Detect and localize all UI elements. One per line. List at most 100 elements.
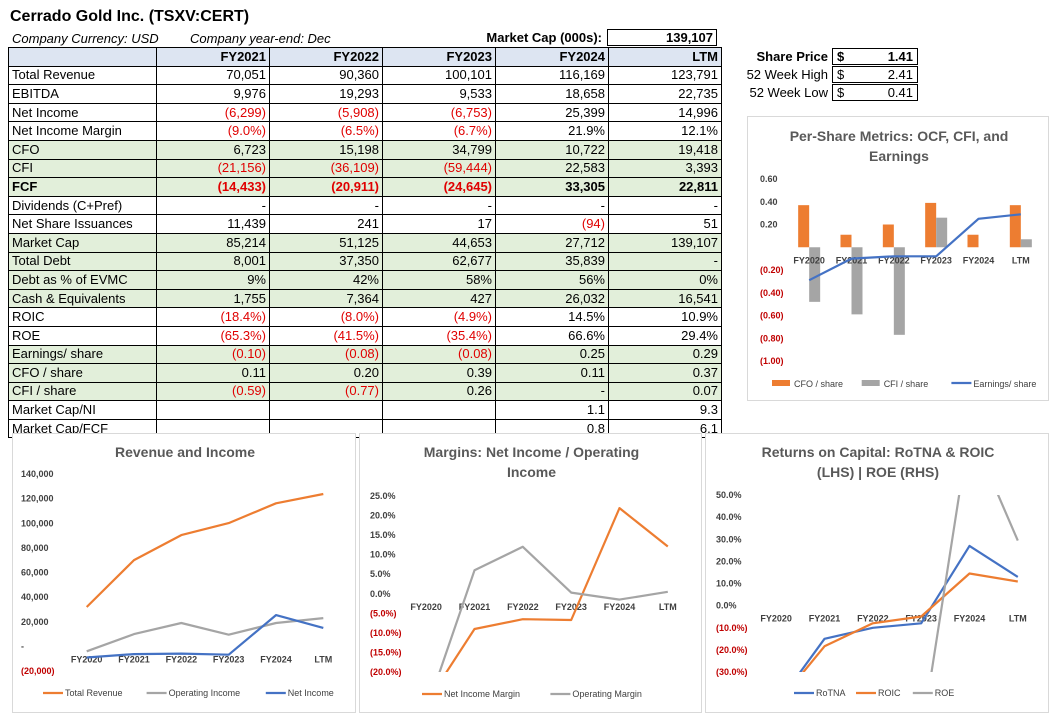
row-label: Net Income Margin [8,121,157,141]
x-tick-label: FY2024 [260,654,292,664]
table-header-blank [8,47,157,67]
legend-label: CFO / share [794,379,843,389]
row-label: Earnings/ share [8,344,157,365]
table-cell: (65.3%) [156,325,270,346]
bar-cfo-share [925,202,937,248]
row-label: CFO [8,139,157,160]
y-tick-label: (1.00) [760,356,784,366]
table-cell: 0.29 [608,344,722,365]
row-label: CFI [8,158,157,179]
currency-symbol: $ [837,67,845,82]
x-tick-label: FY2024 [604,602,636,612]
table-row: Earnings/ share (0.10) (0.08) (0.08) 0.25 0.2… [8,344,722,365]
table-cell: 51,125 [269,232,383,253]
table-cell: 33,305 [495,177,609,197]
row-label: Cash & Equivalents [8,288,157,309]
table-row: Total Debt 8,001 37,350 62,677 35,839- [8,251,722,272]
table-cell: 11,439 [156,214,270,234]
bar-cfo-share [967,234,979,248]
table-cell [382,400,496,420]
row-label: ROIC [8,307,157,327]
x-tick-label: FY2021 [459,602,491,612]
table-cell: 85,214 [156,232,270,253]
table-cell: (8.0%) [269,307,383,327]
table-cell: (24,645) [382,177,496,197]
x-tick-label: FY2021 [809,614,841,624]
table-cell: 51 [608,214,722,234]
y-tick-label: 50.0% [716,490,742,500]
table-cell: 22,811 [608,177,722,197]
share-price-label: Share Price [756,49,828,64]
per-share-chart: Per-Share Metrics: OCF, CFI, and Earnings… [747,116,1049,401]
table-cell: (59,444) [382,158,496,179]
x-tick-label: FY2021 [836,255,868,265]
y-tick-label: 80,000 [21,543,49,553]
table-cell: 22,735 [608,84,722,104]
table-cell: 0.26 [382,381,496,402]
table-row: Debt as % of EVMC 9% 42% 58% 56% 0% [8,270,722,290]
table-cell: 16,541 [608,288,722,309]
table-cell: 70,051 [156,65,270,86]
y-tick-label: (5.0%) [370,608,397,618]
share-price-value: 2.41 [887,67,913,82]
legend-label: Net Income [288,688,334,698]
y-tick-label: (20.0%) [370,667,402,677]
financials-table: FY2021 FY2022 FY2023 FY2024 LTM Total Revenue… [8,47,722,439]
y-tick-label: 40.0% [716,512,742,522]
series-line-roic [802,572,1018,672]
y-tick-label: 20,000 [21,617,49,627]
bar-cfi-share [893,247,905,335]
table-row: CFI / share (0.59) (0.77) 0.26-0.07 [8,381,722,402]
series-line-roe [930,495,1019,672]
y-tick-label: 10.0% [716,579,742,589]
y-tick-label: (10.0%) [370,628,402,638]
row-label: Market Cap/NI [8,400,157,420]
table-cell: 123,791 [608,65,722,86]
table-cell: 42% [269,270,383,290]
table-cell: 139,107 [608,232,722,253]
table-row: Total Revenue 70,051 90,360 100,101 116,169 1… [8,65,722,86]
table-cell: (0.77) [269,381,383,402]
table-row: Net Income Margin (9.0%) (6.5%) (6.7%) 21.9%… [8,121,722,141]
legend-label: CFI / share [884,379,929,389]
table-cell: 18,658 [495,84,609,104]
legend-label: Operating Income [169,688,241,698]
y-tick-label: 5.0% [370,569,391,579]
table-cell [269,400,383,420]
table-cell: 0% [608,270,722,290]
x-tick-label: LTM [1012,255,1030,265]
series-line-operating-margin [438,545,668,672]
table-cell: 116,169 [495,65,609,86]
table-row: Dividends (C+Pref) - - - - - [8,195,722,216]
chart-title-line: Returns on Capital: RoTNA & ROIC [762,444,995,460]
currency-symbol: $ [837,85,845,100]
chart-title-line: Margins: Net Income / Operating [424,444,639,460]
x-tick-label: FY2020 [71,654,103,664]
revenue-income-chart-svg: Revenue and Income 140,000 120,000 100,000 8… [21,444,334,698]
row-label: FCF [8,177,157,197]
series-line-operating-income [86,617,324,653]
table-row: ROIC (18.4%) (8.0%) (4.9%) 14.5% 10.9% [8,307,722,327]
table-cell: (6.5%) [269,121,383,141]
legend-label: ROIC [878,688,901,698]
y-tick-label: 0.0% [716,601,737,611]
y-tick-label: (30.0%) [716,667,748,677]
x-tick-label: FY2024 [954,614,986,624]
table-cell: 26,032 [495,288,609,309]
bar-cfo-share [798,205,810,248]
table-cell: (9.0%) [156,121,270,141]
share-price-cell: $1.41 [832,48,918,65]
y-tick-label: (0.80) [760,333,784,343]
x-tick-label: LTM [1009,614,1027,624]
y-tick-label: - [21,641,24,651]
chart-title-line: Earnings [869,148,929,164]
table-cell: 0.11 [156,363,270,383]
table-cell: 0.25 [495,344,609,365]
table-row: Net Share Issuances 11,439 241 17 (94) 51 [8,214,722,234]
share-price-label: 52 Week Low [749,85,828,100]
table-cell: 241 [269,214,383,234]
x-tick-label: FY2023 [920,255,952,265]
table-cell: 0.11 [495,363,609,383]
margins-chart: Margins: Net Income / Operating Income 25.… [359,433,702,713]
table-row: Cash & Equivalents 1,755 7,364 427 26,032 16,… [8,288,722,309]
